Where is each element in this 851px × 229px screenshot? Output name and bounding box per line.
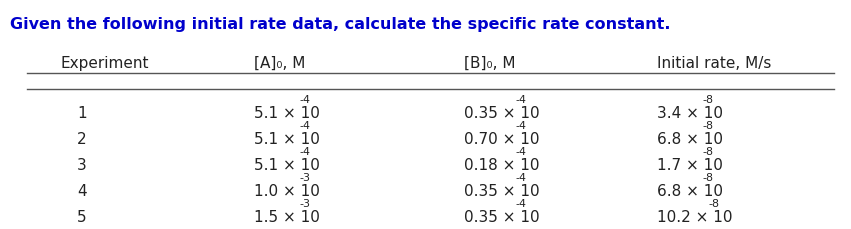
Text: 5.1 × 10: 5.1 × 10 [254, 157, 319, 172]
Text: 3: 3 [77, 157, 87, 172]
Text: Given the following initial rate data, calculate the specific rate constant.: Given the following initial rate data, c… [10, 17, 671, 32]
Text: 0.35 × 10: 0.35 × 10 [464, 209, 540, 224]
Text: -4: -4 [515, 95, 526, 105]
Text: [A]₀, M: [A]₀, M [254, 55, 305, 70]
Text: -4: -4 [300, 121, 311, 131]
Text: 5.1 × 10: 5.1 × 10 [254, 105, 319, 120]
Text: 0.18 × 10: 0.18 × 10 [464, 157, 540, 172]
Text: 6.8 × 10: 6.8 × 10 [657, 131, 723, 146]
Text: -3: -3 [300, 199, 311, 209]
Text: 0.35 × 10: 0.35 × 10 [464, 183, 540, 198]
Text: 0.70 × 10: 0.70 × 10 [464, 131, 540, 146]
Text: -4: -4 [515, 121, 526, 131]
Text: -8: -8 [703, 173, 714, 183]
Text: 2: 2 [77, 131, 87, 146]
Text: -8: -8 [703, 121, 714, 131]
Text: 10.2 × 10: 10.2 × 10 [657, 209, 733, 224]
Text: 1.7 × 10: 1.7 × 10 [657, 157, 723, 172]
Text: 5.1 × 10: 5.1 × 10 [254, 131, 319, 146]
Text: 6.8 × 10: 6.8 × 10 [657, 183, 723, 198]
Text: [B]₀, M: [B]₀, M [464, 55, 515, 70]
Text: -4: -4 [515, 147, 526, 157]
Text: -8: -8 [709, 199, 720, 209]
Text: 3.4 × 10: 3.4 × 10 [657, 105, 723, 120]
Text: -3: -3 [300, 173, 311, 183]
Text: Experiment: Experiment [60, 55, 149, 70]
Text: 1.0 × 10: 1.0 × 10 [254, 183, 319, 198]
Text: -8: -8 [703, 147, 714, 157]
Text: -4: -4 [300, 95, 311, 105]
Text: -4: -4 [515, 173, 526, 183]
Text: 1: 1 [77, 105, 87, 120]
Text: -4: -4 [300, 147, 311, 157]
Text: 1.5 × 10: 1.5 × 10 [254, 209, 319, 224]
Text: 0.35 × 10: 0.35 × 10 [464, 105, 540, 120]
Text: 5: 5 [77, 209, 87, 224]
Text: -8: -8 [703, 95, 714, 105]
Text: 4: 4 [77, 183, 87, 198]
Text: Initial rate, M/s: Initial rate, M/s [657, 55, 772, 70]
Text: -4: -4 [515, 199, 526, 209]
